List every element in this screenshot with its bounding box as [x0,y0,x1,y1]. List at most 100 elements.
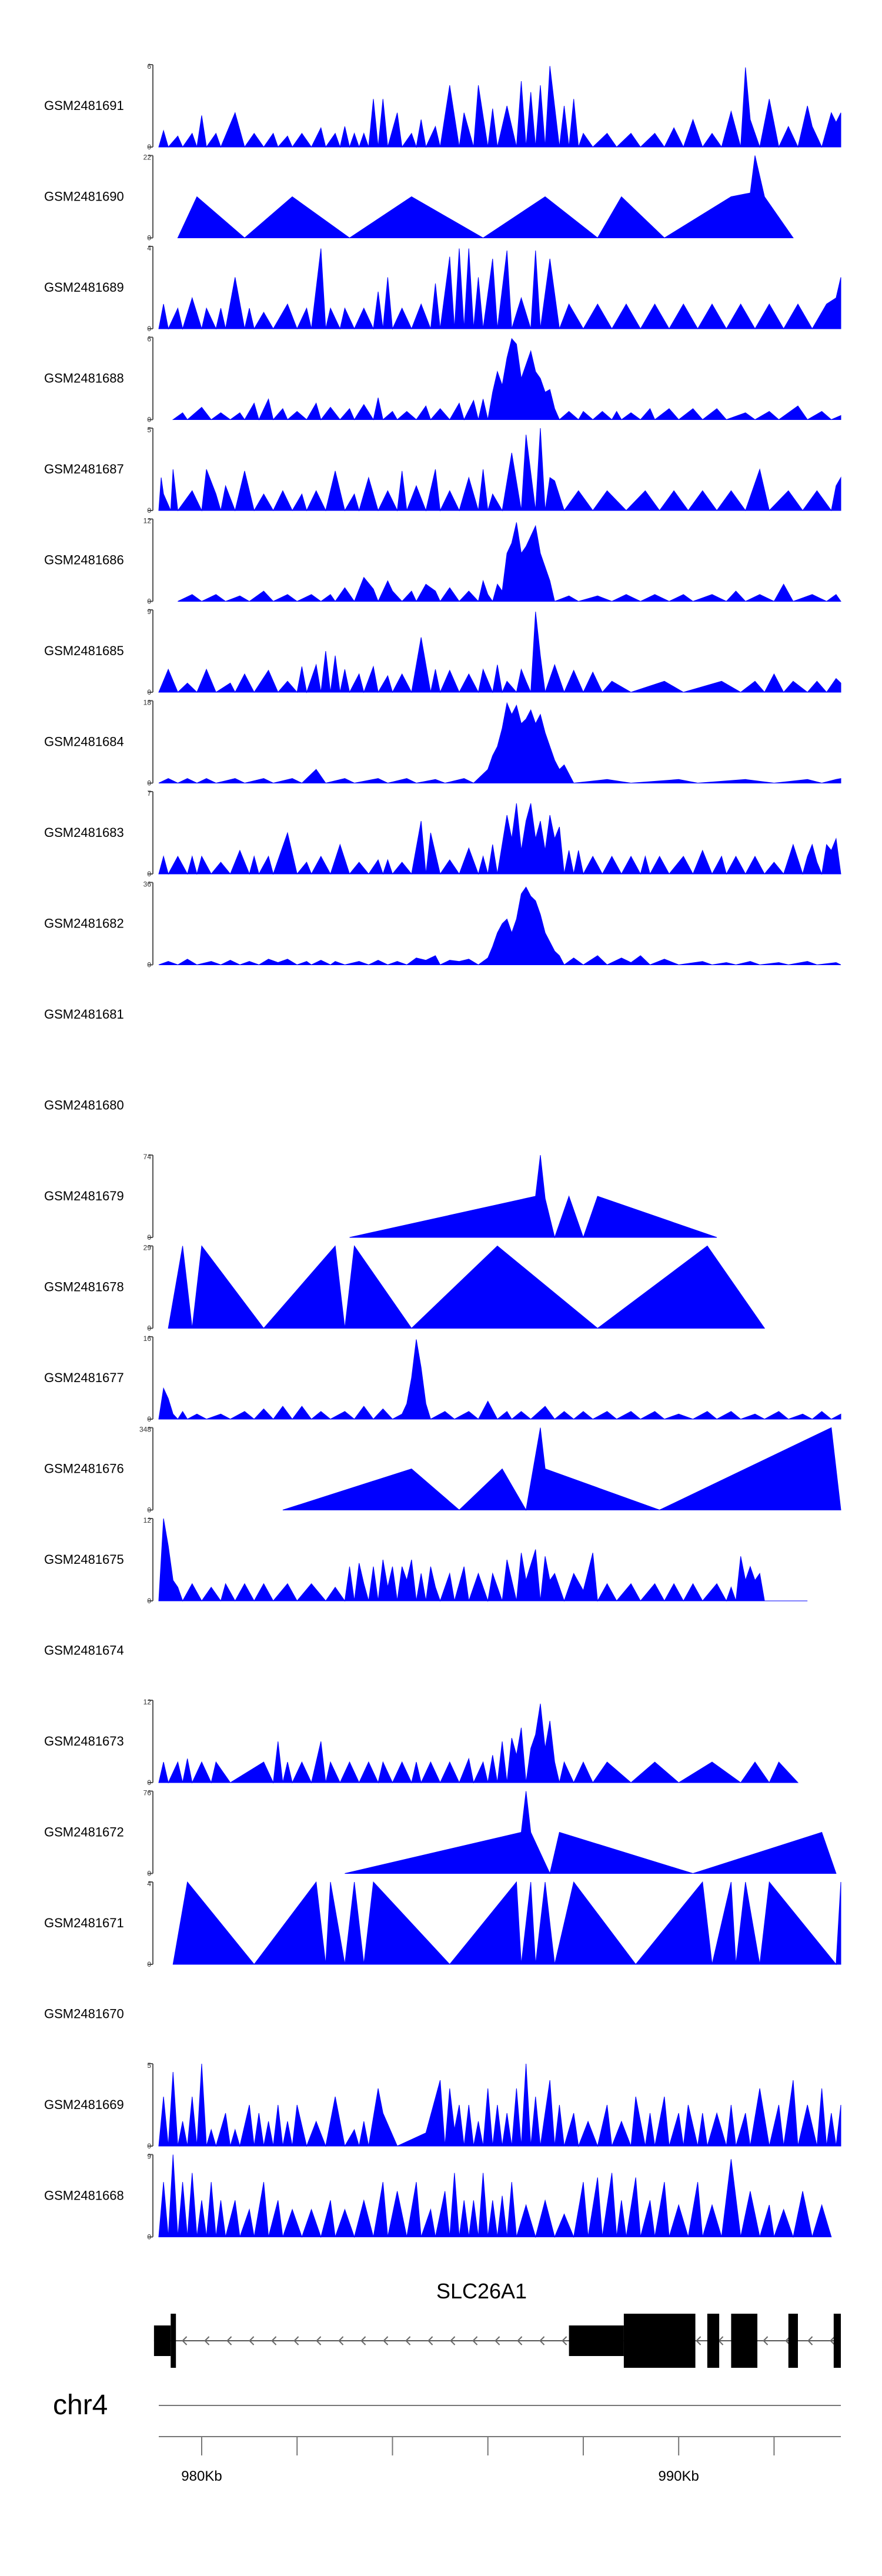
track-label: GSM2481672 [44,1825,124,1840]
y-tick-label-min: 0 [147,1960,151,1968]
coverage-area [177,155,794,239]
coverage-area [158,1339,841,1420]
y-tick-label-min: 0 [147,598,151,606]
y-tick-label-max: 4 [147,1880,151,1888]
y-tick-label-min: 0 [147,1324,151,1333]
strand-arrow [383,2336,389,2345]
y-tick-label-max: 9 [147,2153,151,2161]
coverage-area [178,522,841,602]
strand-arrow [405,2336,411,2345]
track-GSM2481684: GSM2481684 18 0 [44,699,841,788]
coverage-area [158,803,841,875]
strand-arrow [427,2336,433,2345]
coverage-area [158,66,841,148]
exon-block [731,2314,758,2368]
y-tick-label-min: 0 [147,143,151,151]
track-label: GSM2481690 [44,189,124,204]
strand-arrow [472,2336,478,2345]
strand-arrow [807,2336,813,2345]
y-tick-label-min: 0 [147,2142,151,2150]
track-label: GSM2481682 [44,916,124,931]
coverage-area [345,1791,837,1875]
y-tick-label-min: 0 [147,234,151,242]
strand-arrow [517,2336,523,2345]
track-label: GSM2481678 [44,1280,124,1294]
coverage-area [168,1245,766,1329]
chromosome-label: chr4 [53,2390,108,2421]
y-tick-label-max: 12 [143,517,152,525]
coverage-area [158,428,841,512]
coverage-area [158,612,841,693]
coverage-area [158,248,841,330]
track-label: GSM2481670 [44,2007,124,2021]
coverage-area [158,1703,799,1784]
track-GSM2481676: GSM2481676 348 0 [44,1426,841,1514]
y-tick-label-min: 0 [147,1233,151,1242]
strand-arrow [360,2336,366,2345]
strand-arrow [450,2336,456,2345]
track-GSM2481686: GSM2481686 12 0 [44,517,841,606]
exon-block [153,2325,171,2356]
track-GSM2481691: GSM2481691 6 0 [44,62,841,151]
track-label: GSM2481687 [44,462,124,476]
track-GSM2481669: GSM2481669 5 0 [44,2061,841,2150]
x-tick-label: 990Kb [658,2468,699,2484]
strand-arrow [249,2336,255,2345]
track-GSM2481668: GSM2481668 9 0 [44,2153,832,2241]
y-tick-label-max: 6 [147,62,151,71]
strand-arrow [226,2336,232,2345]
track-GSM2481690: GSM2481690 22 0 [44,154,794,242]
track-GSM2481682: GSM2481682 36 0 [44,880,841,969]
exon-block [171,2314,176,2368]
strand-arrow [271,2336,277,2345]
track-GSM2481674: GSM2481674 [44,1643,124,1658]
y-tick-label-min: 0 [147,1415,151,1423]
y-tick-label-min: 0 [147,2233,151,2241]
y-tick-label-min: 0 [147,1870,151,1878]
exon-block [623,2314,696,2368]
track-GSM2481681: GSM2481681 [44,1007,124,1022]
track-label: GSM2481674 [44,1643,124,1658]
y-tick-label-max: 4 [147,244,151,252]
y-tick-label-min: 0 [147,1597,151,1605]
x-tick-label: 980Kb [181,2468,222,2484]
strand-arrow [316,2336,322,2345]
y-tick-label-max: 12 [143,1516,152,1524]
coverage-area [172,1881,841,1966]
gene-model [153,2314,841,2368]
strand-arrow [763,2336,769,2345]
track-GSM2481685: GSM2481685 9 0 [44,608,841,696]
track-GSM2481672: GSM2481672 76 0 [44,1789,837,1878]
strand-arrow [338,2336,344,2345]
track-label: GSM2481669 [44,2097,124,2112]
track-GSM2481675: GSM2481675 12 0 [44,1516,808,1605]
coverage-area [282,1427,841,1511]
y-tick-label-max: 7 [147,789,151,798]
y-tick-label-max: 5 [147,2061,151,2070]
track-GSM2481671: GSM2481671 4 0 [44,1880,841,1968]
y-tick-label-max: 29 [143,1244,152,1252]
track-label: GSM2481671 [44,1916,124,1930]
track-label: GSM2481685 [44,643,124,658]
track-GSM2481679: GSM2481679 74 0 [44,1153,717,1242]
exon-block [569,2325,624,2356]
track-GSM2481683: GSM2481683 7 0 [44,789,841,878]
coverage-area [158,2063,841,2147]
track-GSM2481673: GSM2481673 12 0 [44,1698,799,1787]
track-GSM2481678: GSM2481678 29 0 [44,1244,766,1333]
track-GSM2481689: GSM2481689 4 0 [44,244,841,333]
y-tick-label-max: 36 [143,880,152,889]
y-tick-label-min: 0 [147,416,151,424]
track-label: GSM2481689 [44,280,124,295]
track-label: GSM2481681 [44,1007,124,1022]
track-label: GSM2481691 [44,98,124,113]
track-label: GSM2481673 [44,1734,124,1749]
y-tick-label-max: 348 [139,1426,151,1434]
exon-block [707,2314,720,2368]
coverage-area [172,338,841,421]
coverage-area [349,1154,717,1239]
genomic-axis: 980Kb 990Kb [159,2405,841,2484]
strand-arrow [830,2336,836,2345]
track-label: GSM2481668 [44,2188,124,2203]
